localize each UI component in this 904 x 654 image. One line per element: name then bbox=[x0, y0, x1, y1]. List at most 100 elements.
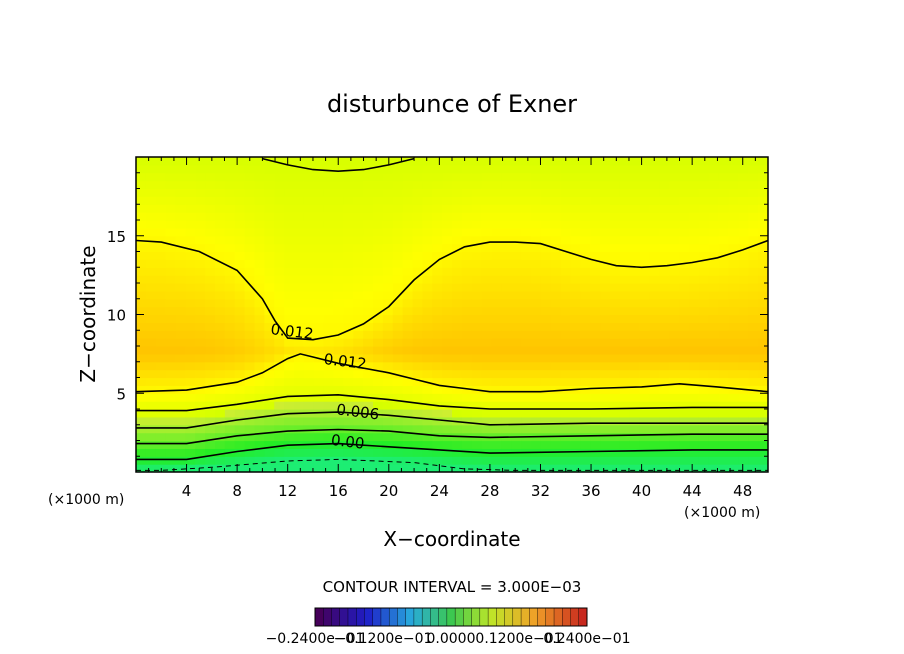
field-cell bbox=[402, 306, 414, 316]
field-cell bbox=[254, 164, 265, 174]
field-cell bbox=[175, 235, 186, 245]
field-cell bbox=[718, 306, 730, 316]
field-cell bbox=[580, 220, 591, 229]
field-cell bbox=[600, 227, 611, 237]
field-cell bbox=[679, 180, 690, 190]
field-cell bbox=[284, 267, 295, 276]
field-cell bbox=[234, 424, 246, 434]
field-cell bbox=[758, 377, 768, 386]
field-cell bbox=[471, 235, 483, 245]
field-cell bbox=[590, 251, 601, 260]
field-cell bbox=[659, 330, 670, 339]
field-cell bbox=[136, 220, 147, 229]
field-cell bbox=[215, 164, 226, 174]
field-cell bbox=[402, 259, 414, 268]
field-cell bbox=[718, 283, 730, 292]
field-cell bbox=[343, 180, 354, 190]
field-cell bbox=[452, 338, 463, 347]
field-cell bbox=[373, 464, 384, 472]
field-cell bbox=[511, 283, 522, 292]
field-cell bbox=[570, 440, 581, 449]
field-cell bbox=[481, 314, 493, 323]
field-cell bbox=[264, 338, 275, 347]
field-cell bbox=[353, 290, 364, 300]
field-cell bbox=[629, 361, 641, 371]
field-cell bbox=[353, 196, 364, 205]
field-cell bbox=[442, 212, 453, 221]
field-cell bbox=[521, 440, 532, 449]
field-cell bbox=[145, 393, 157, 402]
field-cell bbox=[679, 393, 690, 402]
field-cell bbox=[224, 157, 236, 166]
field-cell bbox=[303, 346, 315, 355]
field-cell bbox=[442, 464, 453, 472]
field-cell bbox=[461, 259, 473, 268]
field-cell bbox=[155, 235, 167, 245]
field-cell bbox=[165, 464, 177, 472]
field-cell bbox=[511, 330, 522, 339]
x-tick-label: 44 bbox=[683, 482, 702, 500]
colorbar-swatch bbox=[479, 607, 489, 627]
field-cell bbox=[521, 188, 532, 197]
field-cell bbox=[659, 235, 670, 245]
field-cell bbox=[264, 409, 275, 418]
field-cell bbox=[698, 464, 710, 472]
field-cell bbox=[600, 243, 611, 253]
field-cell bbox=[264, 227, 275, 237]
field-cell bbox=[758, 322, 768, 331]
field-cell bbox=[748, 346, 759, 355]
field-cell bbox=[521, 338, 532, 347]
field-cell bbox=[481, 251, 493, 260]
field-cell bbox=[491, 440, 502, 449]
field-cell bbox=[224, 188, 236, 197]
field-cell bbox=[165, 283, 177, 292]
field-cell bbox=[629, 369, 641, 379]
field-cell bbox=[363, 416, 374, 426]
field-cell bbox=[412, 346, 423, 355]
field-cell bbox=[728, 432, 739, 442]
field-cell bbox=[244, 243, 256, 253]
field-cell bbox=[224, 164, 236, 174]
field-cell bbox=[432, 440, 443, 449]
colorbar-swatch bbox=[413, 607, 423, 627]
field-cell bbox=[748, 259, 759, 268]
field-cell bbox=[679, 283, 690, 292]
field-cell bbox=[491, 424, 502, 434]
field-cell bbox=[185, 353, 196, 363]
field-cell bbox=[185, 180, 196, 190]
field-cell bbox=[698, 353, 710, 363]
field-cell bbox=[452, 322, 463, 331]
field-cell bbox=[580, 172, 591, 182]
field-cell bbox=[224, 393, 236, 402]
field-cell bbox=[698, 188, 710, 197]
field-cell bbox=[540, 196, 552, 205]
field-cell bbox=[708, 424, 720, 434]
field-cell bbox=[234, 164, 246, 174]
field-cell bbox=[758, 369, 768, 379]
field-cell bbox=[392, 464, 404, 472]
field-cell bbox=[511, 164, 522, 174]
field-cell bbox=[481, 275, 493, 284]
field-cell bbox=[501, 393, 512, 402]
field-cell bbox=[471, 267, 483, 276]
field-cell bbox=[452, 385, 463, 394]
field-cell bbox=[442, 306, 453, 316]
field-cell bbox=[531, 385, 542, 394]
field-cell bbox=[175, 227, 186, 237]
field-cell bbox=[353, 251, 364, 260]
field-cell bbox=[718, 188, 730, 197]
field-cell bbox=[758, 243, 768, 253]
field-cell bbox=[422, 290, 433, 300]
field-cell bbox=[580, 369, 591, 379]
field-cell bbox=[333, 456, 344, 465]
field-cell bbox=[224, 251, 236, 260]
field-cell bbox=[481, 369, 493, 379]
field-cell bbox=[313, 322, 325, 331]
field-cell bbox=[343, 448, 354, 457]
field-cell bbox=[284, 385, 295, 394]
field-cell bbox=[560, 369, 572, 379]
field-cell bbox=[649, 180, 660, 190]
field-cell bbox=[274, 424, 285, 434]
field-cell bbox=[323, 440, 335, 449]
field-cell bbox=[501, 172, 512, 182]
